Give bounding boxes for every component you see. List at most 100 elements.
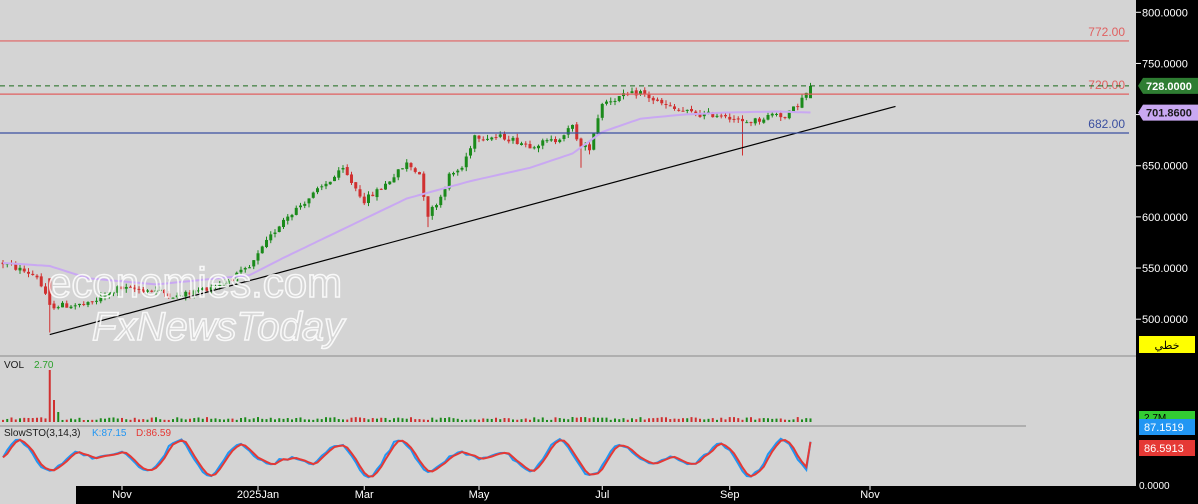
candle-body-99 — [422, 173, 426, 197]
candle-body-188 — [800, 97, 804, 108]
volume-bar-113 — [482, 418, 485, 422]
volume-bar-78 — [333, 417, 336, 422]
candle-body-179 — [762, 119, 766, 123]
volume-bar-75 — [320, 419, 323, 422]
volume-bar-138 — [588, 418, 591, 422]
candle-body-116 — [494, 137, 498, 139]
volume-bar-122 — [520, 419, 523, 422]
candle-body-28 — [120, 286, 124, 290]
volume-bar-169 — [720, 417, 723, 422]
volume-bar-137 — [584, 417, 587, 422]
volume-bar-19 — [82, 419, 85, 422]
y-tick-label-0: 500.0000 — [1142, 314, 1188, 326]
volume-bar-84 — [359, 417, 361, 422]
candle-body-144 — [613, 100, 617, 102]
candle-body-165 — [702, 113, 706, 117]
candle-body-84 — [358, 189, 362, 197]
last-price-badge-label: 728.0000 — [1146, 81, 1192, 93]
volume-bar-30 — [129, 419, 132, 422]
x-tick-label-2: Mar — [355, 489, 374, 501]
candle-body-185 — [787, 110, 791, 119]
volume-bar-8 — [36, 417, 38, 422]
candle-body-149 — [634, 90, 638, 96]
volume-bar-180 — [767, 418, 769, 422]
candle-body-14 — [61, 302, 64, 308]
volume-bar-25 — [108, 417, 111, 422]
volume-bar-63 — [269, 417, 272, 422]
volume-bar-176 — [750, 417, 752, 422]
candle-body-153 — [651, 97, 655, 101]
candle-body-74 — [316, 188, 319, 193]
candle-body-29 — [124, 286, 128, 289]
volume-bar-26 — [112, 417, 115, 422]
candle-body-108 — [460, 167, 464, 170]
volume-bar-123 — [524, 418, 527, 422]
candle-body-104 — [443, 189, 447, 197]
moving-average-line — [2, 110, 811, 286]
candle-body-73 — [311, 192, 315, 198]
candle-body-120 — [511, 137, 515, 141]
candle-body-27 — [116, 286, 120, 293]
candle-body-164 — [698, 113, 702, 117]
volume-bar-183 — [779, 418, 782, 422]
candle-body-186 — [792, 106, 795, 112]
volume-bar-185 — [788, 419, 791, 422]
volume-bar-145 — [618, 419, 621, 422]
volume-bar-158 — [673, 418, 676, 422]
candle-body-36 — [154, 290, 158, 292]
support-trendline — [49, 105, 896, 336]
watermark-economies: economies.com — [48, 259, 342, 306]
candle-body-87 — [371, 194, 375, 197]
candle-body-95 — [405, 162, 409, 169]
candle-body-102 — [435, 205, 438, 208]
candle-body-131 — [558, 139, 562, 142]
candle-body-52 — [222, 282, 226, 285]
candle-body-18 — [78, 303, 81, 306]
volume-bar-28 — [121, 417, 123, 422]
candle-body-126 — [537, 145, 540, 149]
candle-body-97 — [413, 168, 417, 172]
volume-bar-149 — [635, 419, 638, 422]
candle-body-61 — [260, 246, 264, 254]
candle-body-8 — [35, 275, 39, 278]
volume-bar-9 — [40, 417, 43, 422]
candle-body-11 — [48, 278, 52, 305]
candle-body-135 — [575, 124, 579, 140]
x-tick-label-6: Nov — [860, 489, 880, 501]
candle-body-110 — [469, 148, 472, 156]
candle-body-65 — [277, 226, 281, 233]
price-panel-bg — [0, 0, 1129, 355]
volume-bar-14 — [61, 419, 64, 422]
volume-bar-139 — [592, 417, 595, 422]
candle-body-161 — [685, 109, 689, 111]
volume-bar-188 — [801, 419, 803, 422]
volume-bar-37 — [159, 419, 162, 422]
volume-bar-95 — [405, 418, 408, 422]
volume-bar-43 — [184, 419, 187, 422]
volume-bar-80 — [342, 419, 344, 422]
candle-body-92 — [392, 177, 396, 183]
candle-body-170 — [724, 115, 727, 117]
volume-bar-41 — [176, 417, 179, 422]
candle-body-78 — [333, 176, 336, 182]
candle-body-174 — [741, 118, 744, 122]
candle-body-154 — [656, 99, 659, 101]
volume-bar-100 — [427, 419, 429, 422]
volume-bar-136 — [580, 417, 582, 422]
y-tick-label-1: 550.0000 — [1142, 263, 1188, 275]
candle-body-16 — [69, 306, 73, 309]
volume-bar-59 — [252, 418, 255, 422]
volume-bar-31 — [133, 417, 136, 422]
volume-bar-167 — [711, 418, 714, 422]
candle-body-180 — [766, 114, 770, 120]
volume-bar-134 — [571, 417, 574, 422]
volume-bar-110 — [469, 419, 472, 422]
stoch-d-badge-bg — [1139, 440, 1195, 456]
volume-bar-51 — [218, 419, 221, 422]
candle-body-177 — [753, 118, 757, 124]
volume-bar-165 — [703, 419, 706, 422]
volume-bar-124 — [529, 419, 531, 422]
stoch-d-badge-label: 86.5913 — [1144, 443, 1184, 455]
